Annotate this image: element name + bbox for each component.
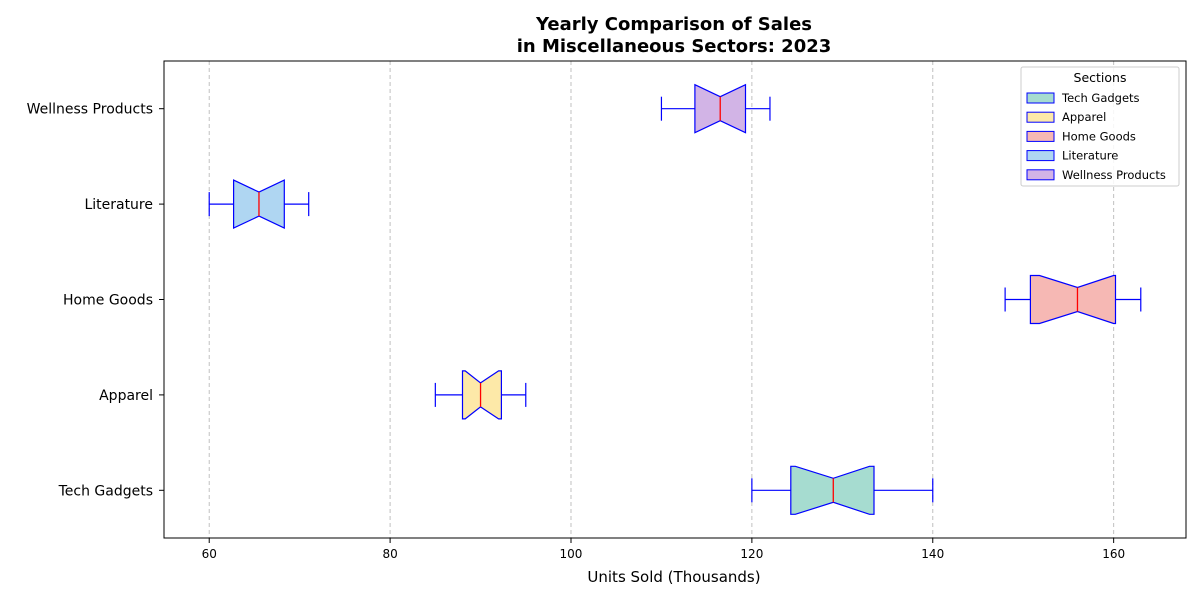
legend-label: Apparel xyxy=(1062,110,1106,124)
grid-layer xyxy=(208,61,1115,538)
legend-swatch xyxy=(1026,169,1055,181)
notched-box xyxy=(1029,274,1117,325)
x-tick-label: 100 xyxy=(560,547,583,561)
y-axis-ticks: Tech Gadgets Apparel Home Goods Literature W… xyxy=(27,102,164,499)
x-tick-label: 160 xyxy=(1102,547,1125,561)
box-literature xyxy=(208,179,310,230)
box-apparel xyxy=(434,370,527,420)
legend-swatch xyxy=(1026,111,1055,123)
legend-items: Tech Gadgets Apparel Home Goods Literature W… xyxy=(1026,91,1166,182)
legend-title: Sections xyxy=(1074,70,1127,85)
legend-label: Home Goods xyxy=(1062,129,1136,143)
notched-box xyxy=(461,370,502,420)
box-home-goods xyxy=(1004,274,1142,325)
box-wellness-products xyxy=(660,83,771,134)
chart-title-line-1: Yearly Comparison of Sales xyxy=(535,14,812,35)
legend-swatch xyxy=(1026,130,1055,142)
box-tech-gadgets xyxy=(751,465,934,515)
box-layer xyxy=(208,83,1142,515)
legend-label: Literature xyxy=(1062,149,1118,163)
y-tick-label: Literature xyxy=(84,197,153,213)
notched-box xyxy=(790,465,875,515)
x-axis-label: Units Sold (Thousands) xyxy=(587,568,760,586)
x-tick-label: 80 xyxy=(382,547,397,561)
legend-swatch xyxy=(1026,150,1055,162)
x-tick-label: 140 xyxy=(921,547,944,561)
legend-frame xyxy=(1020,66,1180,187)
legend-label: Tech Gadgets xyxy=(1061,91,1140,105)
y-tick-label: Wellness Products xyxy=(27,102,153,118)
x-axis-ticks: 60 80 100 120 140 160 xyxy=(202,538,1125,561)
legend-swatch xyxy=(1026,92,1055,104)
y-tick-label: Apparel xyxy=(99,388,153,404)
y-tick-label: Tech Gadgets xyxy=(58,483,153,499)
x-tick-label: 60 xyxy=(202,547,217,561)
y-tick-label: Home Goods xyxy=(63,293,153,309)
chart-title-line-2: in Miscellaneous Sectors: 2023 xyxy=(517,36,832,57)
legend: Sections Tech Gadgets Apparel Home Goods Li… xyxy=(1020,66,1180,187)
x-tick-label: 120 xyxy=(740,547,763,561)
legend-label: Wellness Products xyxy=(1062,168,1166,182)
